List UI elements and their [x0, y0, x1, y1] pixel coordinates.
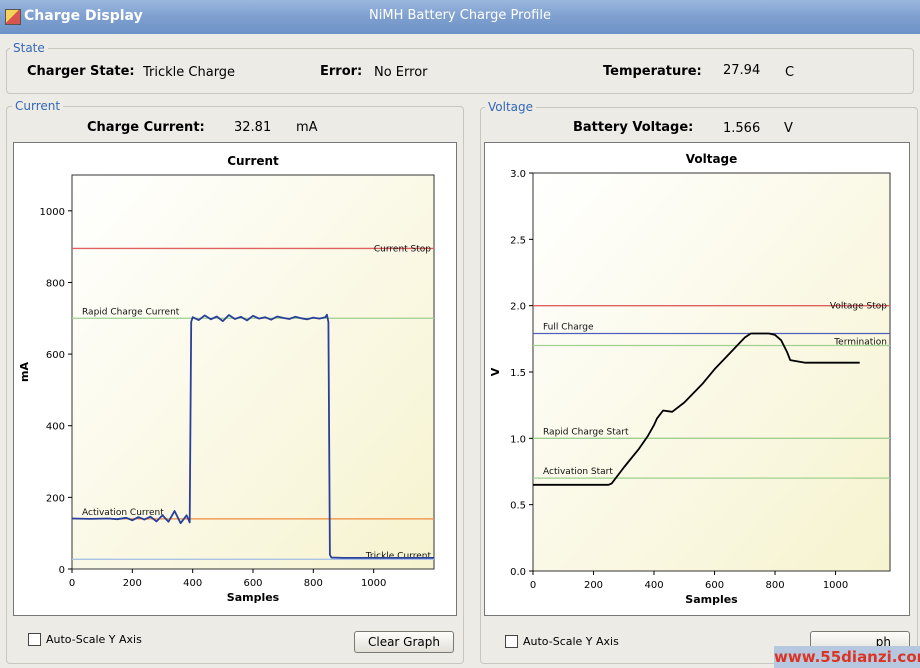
y-tick-label: 2.0	[510, 302, 526, 313]
app-icon	[5, 9, 21, 25]
temperature-value: 27.94	[723, 63, 761, 78]
x-tick-label: 200	[123, 578, 142, 589]
reference-line-label: Activation Current	[82, 508, 164, 518]
current-autoscale-box[interactable]	[28, 633, 41, 646]
current-group-label: Current	[12, 99, 64, 113]
reference-line-label: Rapid Charge Current	[82, 307, 180, 317]
y-tick-label: 200	[46, 493, 65, 504]
reference-line-label: Rapid Charge Start	[543, 427, 629, 437]
y-tick-label: 1000	[40, 207, 65, 218]
error-label: Error:	[320, 64, 363, 79]
current-autoscale-checkbox[interactable]: Auto-Scale Y Axis	[28, 633, 142, 646]
watermark: www.55dianzi.com	[774, 646, 920, 668]
voltage-chart-svg: Voltage Samples V 0 200 400 600 800 1000 0.0 0.5 1.…	[489, 152, 891, 606]
x-tick-label: 600	[243, 578, 262, 589]
reference-line-label: Voltage Stop	[830, 302, 887, 312]
reference-line-label: Trickle Current	[365, 551, 432, 561]
y-tick-label: 0	[59, 565, 65, 576]
voltage-autoscale-label: Auto-Scale Y Axis	[523, 635, 619, 648]
x-tick-label: 400	[644, 580, 663, 591]
state-group	[6, 48, 914, 94]
y-tick-label: 800	[46, 278, 65, 289]
y-tick-label: 2.5	[510, 235, 526, 246]
reference-line-label: Termination	[833, 337, 887, 347]
y-tick-label: 3.0	[510, 169, 526, 180]
y-axis-label: V	[489, 367, 502, 376]
app-title: Charge Display	[24, 8, 143, 24]
voltage-autoscale-checkbox[interactable]: Auto-Scale Y Axis	[505, 635, 619, 648]
battery-voltage-label: Battery Voltage:	[573, 120, 694, 135]
y-tick-label: 400	[46, 422, 65, 433]
temperature-unit: C	[785, 65, 795, 80]
voltage-group	[480, 107, 918, 664]
series-line	[71, 313, 434, 559]
current-chart-svg: Current Samples mA 0 200 400 600 800 1000 0 200 400…	[18, 154, 435, 604]
charger-state-label: Charger State:	[27, 64, 135, 79]
current-clear-graph-button[interactable]: Clear Graph	[354, 631, 454, 653]
x-tick-label: 200	[584, 580, 603, 591]
state-group-label: State	[10, 41, 48, 55]
y-tick-label: 0.5	[510, 501, 526, 512]
battery-voltage-value: 1.566	[723, 121, 761, 136]
charge-current-value: 32.81	[234, 120, 272, 135]
error-value: No Error	[374, 65, 428, 80]
charge-current-unit: mA	[296, 120, 318, 135]
x-tick-label: 0	[69, 578, 75, 589]
x-tick-label: 0	[530, 580, 536, 591]
y-tick-label: 0.0	[510, 567, 526, 578]
plot-area	[71, 174, 435, 570]
x-tick-label: 1000	[361, 578, 386, 589]
x-tick-label: 600	[705, 580, 724, 591]
x-tick-label: 400	[183, 578, 202, 589]
chart-title: Voltage	[686, 152, 738, 166]
y-tick-label: 1.5	[510, 368, 526, 379]
reference-line-label: Activation Start	[543, 467, 613, 477]
reference-line-label: Current Stop	[374, 244, 431, 254]
voltage-autoscale-box[interactable]	[505, 635, 518, 648]
x-axis-label: Samples	[227, 591, 280, 604]
series-line	[533, 332, 860, 486]
reference-line-label: Full Charge	[543, 323, 594, 333]
x-tick-label: 800	[765, 580, 784, 591]
voltage-chart: Voltage Samples V 0 200 400 600 800 1000 0.0 0.5 1.…	[484, 142, 910, 616]
battery-voltage-unit: V	[784, 121, 793, 136]
current-group	[6, 106, 464, 664]
temperature-label: Temperature:	[603, 64, 702, 79]
voltage-group-label: Voltage	[485, 100, 537, 114]
y-axis-label: mA	[18, 362, 31, 382]
current-autoscale-label: Auto-Scale Y Axis	[46, 633, 142, 646]
y-tick-label: 1.0	[510, 434, 526, 445]
charge-current-label: Charge Current:	[87, 120, 205, 135]
window-title: NiMH Battery Charge Profile	[369, 8, 551, 23]
chart-title: Current	[227, 154, 279, 168]
charger-state-value: Trickle Charge	[143, 65, 236, 80]
current-chart: Current Samples mA 0 200 400 600 800 1000 0 200 400…	[13, 142, 457, 616]
x-tick-label: 800	[304, 578, 323, 589]
x-tick-label: 1000	[823, 580, 848, 591]
y-tick-label: 600	[46, 350, 65, 361]
title-bar: Charge Display NiMH Battery Charge Profi…	[0, 0, 920, 34]
x-axis-label: Samples	[685, 593, 738, 606]
